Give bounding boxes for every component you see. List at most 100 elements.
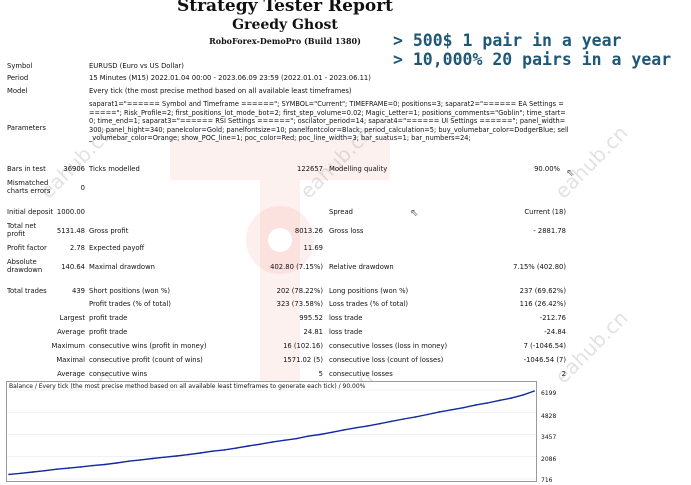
balance-point xyxy=(68,467,70,469)
pf-value: 2.78 xyxy=(69,244,85,252)
netprofit-label: Total net profit xyxy=(7,222,37,238)
watermark-logo xyxy=(170,140,390,440)
trades-value: 439 xyxy=(72,287,85,295)
balance-point xyxy=(462,406,465,409)
reldd-label: Relative drawdown xyxy=(329,263,394,271)
avg-wins-value: 5 xyxy=(318,370,323,378)
balance-point xyxy=(56,468,58,470)
max-wins-value: 16 (102.16) xyxy=(283,342,323,350)
balance-point xyxy=(32,471,34,473)
balance-point xyxy=(355,427,357,429)
average-label: Average xyxy=(57,328,85,336)
ltrades-value: 116 (26.42%) xyxy=(519,300,566,308)
balance-point xyxy=(223,449,226,451)
parameters-value: saparat1="====== Symbol and Timeframe ==… xyxy=(89,100,569,143)
balance-point xyxy=(103,463,106,466)
maximal-loss-label: consecutive loss (count of losses) xyxy=(329,356,444,364)
largest-profit-label: profit trade xyxy=(89,314,128,322)
balance-point xyxy=(151,457,154,460)
balance-point xyxy=(307,435,309,437)
balance-point xyxy=(235,447,237,449)
spread-value: Current (18) xyxy=(524,208,566,216)
balance-point xyxy=(498,399,501,402)
avg-losses-label: consecutive losses xyxy=(329,370,393,378)
netprofit-value: 5131.48 xyxy=(56,227,85,235)
balance-point xyxy=(247,445,249,447)
period-label: Period xyxy=(7,74,29,82)
average-profit-label: profit trade xyxy=(89,328,128,336)
balance-point xyxy=(8,473,10,476)
maximal-label: Maximal xyxy=(56,356,85,364)
balance-point xyxy=(438,411,441,413)
spread-label: Spread xyxy=(329,208,353,216)
balance-point xyxy=(522,394,524,396)
maxdd-value: 402.80 (7.15%) xyxy=(270,263,323,271)
average-loss-value: -24.84 xyxy=(544,328,566,336)
largest-loss-value: -212.76 xyxy=(539,314,566,322)
ea-name: Greedy Ghost xyxy=(232,17,338,33)
maximal-profit-value: 1571.02 (5) xyxy=(283,356,323,364)
balance-chart xyxy=(7,389,536,480)
period-value: 15 Minutes (M15) 2022.01.04 00:00 - 2023… xyxy=(89,74,371,82)
balance-point xyxy=(283,439,285,442)
absdd-value: 140.64 xyxy=(61,263,85,271)
deposit-value: 1000.00 xyxy=(56,208,85,216)
balance-point xyxy=(175,455,178,457)
ticks-value: 122657 xyxy=(297,165,323,173)
avg-wins-label: consecutive wins xyxy=(89,370,148,378)
balance-line xyxy=(8,390,535,476)
balance-point xyxy=(80,466,82,468)
balance-point xyxy=(187,453,190,456)
long-label: Long positions (won %) xyxy=(329,287,409,295)
promo-line-2: > 10,000% 20 pairs in a year xyxy=(393,50,672,69)
pf-label: Profit factor xyxy=(7,244,47,252)
balance-point xyxy=(378,422,381,425)
short-label: Short positions (won %) xyxy=(89,287,170,295)
mismatched-value: 0 xyxy=(80,184,85,192)
mouse-cursor-icon: ⇖ xyxy=(410,208,419,219)
balance-chart-frame xyxy=(6,381,537,482)
long-value: 237 (69.62%) xyxy=(519,287,566,295)
y-tick-label: 716 xyxy=(541,477,553,484)
bars-value: 36906 xyxy=(63,165,85,173)
balance-point xyxy=(259,443,261,445)
absdd-label: Absolute drawdown xyxy=(7,258,43,274)
balance-point xyxy=(486,402,489,404)
grossloss-label: Gross loss xyxy=(329,227,364,235)
maximal-profit-label: consecutive profit (count of wins) xyxy=(89,356,203,364)
mouse-cursor-icon: ⇖ xyxy=(566,168,575,179)
average-profit-value: 24.81 xyxy=(303,328,323,336)
ptrades-value: 323 (73.58%) xyxy=(276,300,323,308)
symbol-value: EURUSD (Euro vs US Dollar) xyxy=(89,62,184,70)
quality-label: Modelling quality xyxy=(329,165,388,173)
trades-label: Total trades xyxy=(7,287,47,295)
report-title: Strategy Tester Report xyxy=(176,0,394,16)
ptrades-label: Profit trades (% of total) xyxy=(89,300,171,308)
max-losses-label: consecutive losses (loss in money) xyxy=(329,342,448,350)
balance-point xyxy=(199,452,202,454)
y-tick-label: 4828 xyxy=(541,413,557,420)
balance-point xyxy=(91,464,94,467)
y-tick-label: 6199 xyxy=(541,390,557,397)
balance-point xyxy=(450,409,453,411)
grossprofit-value: 8013.26 xyxy=(294,227,323,235)
largest-loss-label: loss trade xyxy=(329,314,363,322)
balance-point xyxy=(163,456,166,458)
balance-point xyxy=(533,390,535,392)
balance-point xyxy=(139,459,142,461)
largest-label: Largest xyxy=(59,314,85,322)
avg-losses-value: 2 xyxy=(561,370,566,378)
balance-point xyxy=(295,437,297,440)
ticks-label: Ticks modelled xyxy=(89,165,140,173)
balance-point xyxy=(390,420,393,423)
balance-point xyxy=(343,429,345,431)
balance-point xyxy=(331,431,333,434)
mismatched-label: Mismatched charts errors xyxy=(7,179,51,195)
quality-value: 90.00% xyxy=(534,165,560,173)
symbol-label: Symbol xyxy=(7,62,33,70)
maximal-loss-value: -1046.54 (7) xyxy=(523,356,566,364)
balance-point xyxy=(127,460,130,462)
balance-point xyxy=(367,425,369,427)
balance-point xyxy=(426,413,429,416)
server-name: RoboForex-DemoPro (Build 1380) xyxy=(209,36,361,46)
